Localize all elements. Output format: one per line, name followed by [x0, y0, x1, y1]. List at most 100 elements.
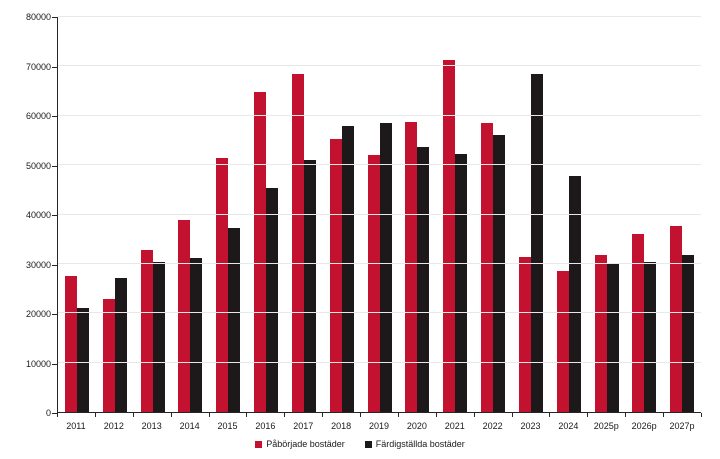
- x-axis-tick-label: 2023: [520, 421, 541, 431]
- bar-paborjade-2011: [64, 275, 77, 412]
- y-axis-tick-mark: [52, 17, 57, 18]
- legend-swatch-paborjade: [255, 440, 263, 448]
- x-axis-tick-label: 2011: [66, 421, 86, 431]
- y-axis-tick-label: 50000: [25, 160, 51, 171]
- x-axis-tick-mark: [209, 413, 210, 417]
- gridline-60000: [58, 114, 701, 116]
- bar-paborjade-2014: [178, 219, 191, 412]
- bar-paborjade-2023: [518, 257, 531, 412]
- y-axis-tick-mark: [52, 314, 57, 315]
- x-axis-tick-label: 2022: [482, 421, 503, 431]
- bar-paborjade-2020: [405, 121, 418, 412]
- bar-paborjade-2017: [291, 74, 304, 412]
- bar-group-2014: [171, 17, 209, 412]
- gridline-20000: [58, 312, 701, 314]
- bar-fardigstallda-2016: [266, 188, 279, 412]
- bar-paborjade-2015: [216, 158, 229, 412]
- x-axis-tick-mark: [322, 413, 323, 417]
- bar-paborjade-2019: [367, 154, 380, 412]
- y-axis-tick-mark: [52, 116, 57, 117]
- bar-paborjade-2022: [481, 122, 494, 412]
- bar-paborjade-2012: [102, 299, 115, 412]
- x-axis-tick-mark: [474, 413, 475, 417]
- x-axis-tick-mark: [133, 413, 134, 417]
- bar-group-2018: [323, 17, 361, 412]
- bar-fardigstallda-2020: [417, 146, 430, 412]
- bar-fardigstallda-2018: [341, 125, 354, 412]
- x-axis-tick-mark: [436, 413, 437, 417]
- bar-paborjade-2024: [556, 271, 569, 412]
- x-axis-tick-mark: [701, 413, 702, 417]
- bar-group-2025p: [588, 17, 626, 412]
- bar-paborjade-2013: [140, 250, 153, 412]
- y-axis-tick-mark: [52, 413, 57, 414]
- bar-fardigstallda-2024: [568, 176, 581, 412]
- bar-fardigstallda-2013: [152, 262, 165, 412]
- bar-fardigstallda-2021: [455, 153, 468, 412]
- bar-group-2026p: [625, 17, 663, 412]
- gridline-40000: [58, 213, 701, 215]
- x-axis-tick-label: 2024: [558, 421, 579, 431]
- bar-paborjade-2025p: [594, 255, 607, 412]
- bar-group-2021: [436, 17, 474, 412]
- y-axis-tick-label: 40000: [25, 210, 51, 220]
- bar-fardigstallda-2025p: [606, 264, 619, 412]
- x-axis-tick-mark: [512, 413, 513, 417]
- bar-fardigstallda-2023: [530, 73, 543, 412]
- x-axis-tick-mark: [246, 413, 247, 417]
- gridline-30000: [58, 262, 701, 264]
- bar-group-2013: [134, 17, 172, 412]
- bar-fardigstallda-2022: [493, 135, 506, 412]
- gridline-80000: [58, 16, 701, 17]
- bar-group-2016: [247, 17, 285, 412]
- legend-label-fardigstallda: Färdigställda bostäder: [375, 439, 465, 449]
- gridline-10000: [58, 361, 701, 363]
- y-axis-tick-mark: [52, 215, 57, 216]
- x-axis-tick-label: 2014: [179, 421, 200, 431]
- y-axis-tick-mark: [52, 67, 57, 68]
- legend-item-fardigstallda: Färdigställda bostäder: [364, 439, 465, 449]
- gridline-50000: [58, 164, 701, 166]
- y-axis-tick-label: 0: [45, 408, 51, 418]
- y-axis-tick-label: 30000: [25, 259, 51, 270]
- bar-fardigstallda-2017: [303, 159, 316, 412]
- y-axis-tick-mark: [52, 364, 57, 365]
- bar-group-2015: [209, 17, 247, 412]
- bar-fardigstallda-2014: [190, 258, 203, 412]
- x-axis-tick-label: 2026p: [631, 421, 657, 431]
- bar-fardigstallda-2026p: [644, 261, 657, 412]
- gridline-70000: [58, 65, 701, 67]
- x-axis-tick-label: 2020: [406, 421, 427, 431]
- x-axis-tick-mark: [663, 413, 664, 417]
- x-axis-tick-label: 2016: [255, 421, 276, 431]
- bar-paborjade-2026p: [632, 233, 645, 412]
- x-axis-tick-mark: [398, 413, 399, 417]
- x-axis-tick-label: 2025p: [593, 421, 619, 431]
- bar-paborjade-2021: [443, 60, 456, 412]
- y-axis-tick-label: 10000: [25, 358, 51, 369]
- legend-item-paborjade: Påbörjade bostäder: [255, 439, 345, 449]
- x-axis-tick-label: 2017: [293, 421, 314, 431]
- bar-paborjade-2018: [329, 138, 342, 412]
- bar-fardigstallda-2027p: [682, 255, 695, 412]
- y-axis-tick-mark: [52, 166, 57, 167]
- x-axis-tick-mark: [587, 413, 588, 417]
- bar-group-2011: [58, 17, 96, 412]
- x-axis-tick-mark: [95, 413, 96, 417]
- x-axis-tick-label: 2019: [368, 421, 389, 431]
- y-axis-tick-label: 20000: [25, 309, 51, 319]
- x-axis-tick-mark: [625, 413, 626, 417]
- x-axis-tick-mark: [284, 413, 285, 417]
- bar-group-2017: [285, 17, 323, 412]
- plot-area: [57, 16, 701, 413]
- y-axis-tick-label: 80000: [25, 12, 51, 22]
- bar-paborjade-2016: [254, 91, 267, 412]
- x-axis-tick-label: 2013: [141, 421, 162, 431]
- legend-swatch-fardigstallda: [364, 440, 372, 448]
- bar-group-2023: [512, 17, 550, 412]
- x-axis-tick-mark: [360, 413, 361, 417]
- bar-group-2012: [96, 17, 134, 412]
- x-axis-tick-label: 2015: [217, 421, 238, 431]
- legend: Påbörjade bostäder Färdigställda bostäde…: [0, 439, 720, 449]
- bar-group-2019: [361, 17, 399, 412]
